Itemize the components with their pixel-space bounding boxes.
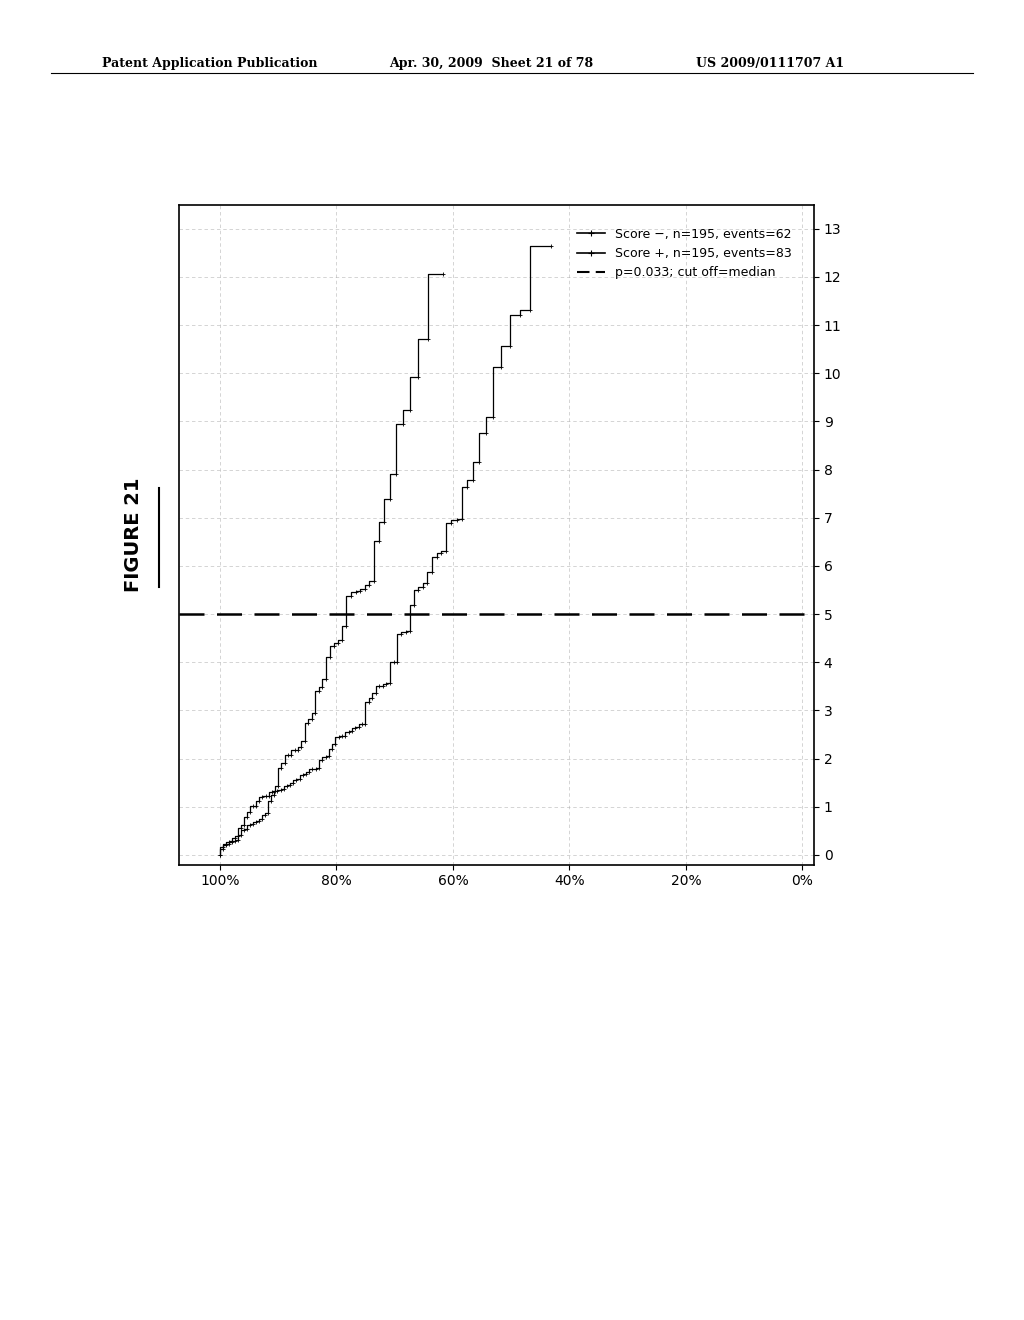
Text: FIGURE 21: FIGURE 21: [124, 478, 142, 591]
Text: Patent Application Publication: Patent Application Publication: [102, 57, 317, 70]
Text: Apr. 30, 2009  Sheet 21 of 78: Apr. 30, 2009 Sheet 21 of 78: [389, 57, 593, 70]
Text: US 2009/0111707 A1: US 2009/0111707 A1: [696, 57, 845, 70]
Legend: Score −, n=195, events=62, Score +, n=195, events=83, p=0.033; cut off=median: Score −, n=195, events=62, Score +, n=19…: [573, 224, 795, 282]
